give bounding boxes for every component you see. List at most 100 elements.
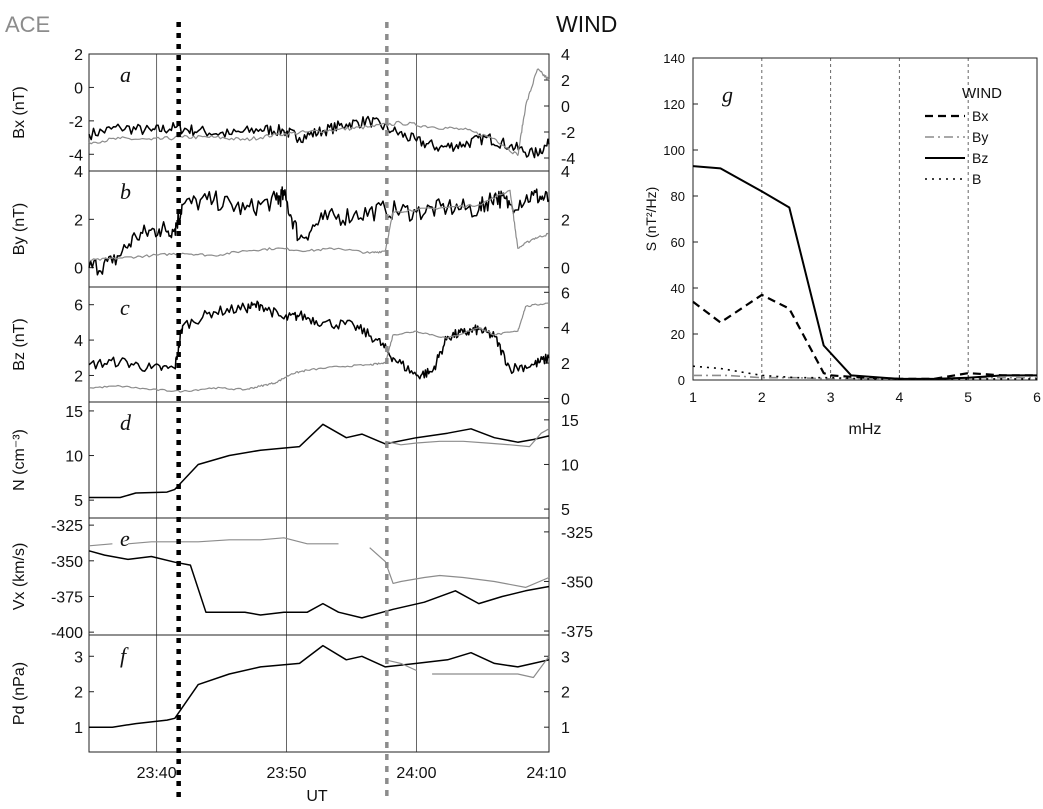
ytick-label: 10 <box>65 449 83 466</box>
panel-f: 3 2 1 3 2 1 Pd (nPa) f <box>11 634 570 753</box>
legend-label: Bz <box>972 150 988 166</box>
ytick-label: 1 <box>74 720 83 737</box>
panel-letter: a <box>120 62 131 87</box>
wind-title: WIND <box>556 11 617 37</box>
ytick-label: -325 <box>51 518 83 535</box>
legend-label: By <box>972 129 988 145</box>
ytick-label: 0 <box>74 261 83 278</box>
panel-letter: b <box>120 179 131 204</box>
ytick-label-right: 10 <box>561 457 579 474</box>
y-axis-label: N (cm⁻³) <box>11 429 28 491</box>
series-line-wind <box>89 644 550 728</box>
spectrum-frame <box>692 57 1038 381</box>
panel-frame <box>88 401 550 519</box>
ytick-label-right: 2 <box>561 212 570 229</box>
ytick-label: 4 <box>74 164 83 181</box>
ytick-label: -2 <box>69 114 83 131</box>
panel-e: -325 -350 -375 -400 -325 -350 -375 Vx (km/s) e <box>11 517 593 642</box>
xtick-label: 1 <box>689 389 697 405</box>
x-tick-label: 23:40 <box>137 765 177 782</box>
panel-a: 2 0 -2 -4 4 2 0 -2 -4 Bx (nT) a <box>11 47 575 172</box>
ytick-label: -4 <box>69 147 83 164</box>
series-line-bx <box>692 293 1037 380</box>
y-axis-label: Bx (nT) <box>11 86 28 138</box>
ytick-label-right: 1 <box>561 720 570 737</box>
x-axis-label: UT <box>306 788 328 805</box>
series-line-b <box>692 365 1037 380</box>
ytick-label-right: -2 <box>561 125 575 142</box>
y-axis-label: By (nT) <box>11 203 28 255</box>
ytick-label: 0 <box>74 80 83 97</box>
panel-letter: d <box>120 410 132 435</box>
ytick-label-right: 2 <box>561 356 570 373</box>
ytick-label-right: 15 <box>561 413 579 430</box>
series-line-ace <box>88 189 550 262</box>
ytick-label-right: -325 <box>561 525 593 542</box>
ytick-label-right: 0 <box>561 261 570 278</box>
panel-frame <box>88 634 550 753</box>
ytick-label: 3 <box>74 649 83 666</box>
ytick-label: -350 <box>51 554 83 571</box>
ace-title: ACE <box>5 12 50 37</box>
panel-letter: c <box>120 295 130 320</box>
ytick-label: 40 <box>671 281 685 296</box>
ytick-label: 140 <box>663 51 685 66</box>
ytick-label-right: 2 <box>561 685 570 702</box>
x-tick-label: 23:50 <box>266 765 306 782</box>
series-line-bz <box>692 165 1037 380</box>
x-tick-label: 24:10 <box>526 765 566 782</box>
xtick-label: 5 <box>964 389 972 405</box>
ytick-label-right: 4 <box>561 47 570 64</box>
y-axis-label: S (nT²/Hz) <box>643 187 659 252</box>
ytick-label: 60 <box>671 235 685 250</box>
ytick-label-right: 0 <box>561 391 570 408</box>
panel-d: 15 10 5 15 10 5 N (cm⁻³) d <box>11 401 579 519</box>
ytick-label: 6 <box>74 298 83 315</box>
ytick-label: -400 <box>51 625 83 642</box>
series-line-wind <box>88 300 550 380</box>
series-line-wind <box>88 550 550 619</box>
panel-b: 4 2 0 4 2 0 By (nT) b <box>11 164 570 288</box>
ytick-label-right: -375 <box>561 624 593 641</box>
y-axis-label: Vx (km/s) <box>11 543 28 611</box>
panel-c: 6 4 2 6 4 2 0 Bz (nT) c <box>11 285 570 408</box>
panel-frame <box>88 170 550 288</box>
ytick-label-right: 5 <box>561 502 570 519</box>
series-line-ace <box>385 428 550 448</box>
ytick-label: 100 <box>663 143 685 158</box>
ytick-label-right: 2 <box>561 73 570 90</box>
series-line-ace <box>88 537 550 588</box>
ytick-label-right: 6 <box>561 285 570 302</box>
series-line-wind <box>88 186 550 276</box>
ytick-label: 80 <box>671 189 685 204</box>
x-tick-label: 24:00 <box>396 765 436 782</box>
legend-label: B <box>972 171 981 187</box>
panel-frame <box>88 53 550 172</box>
panel-letter: e <box>120 526 130 551</box>
panel-letter: f <box>120 643 129 668</box>
ytick-label-right: 4 <box>561 321 570 338</box>
legend-title: WIND <box>962 85 1002 102</box>
xtick-label: 2 <box>758 389 766 405</box>
ytick-label: 4 <box>74 333 83 350</box>
series-line-ace <box>385 655 550 679</box>
y-axis-label: Bz (nT) <box>11 318 28 370</box>
xtick-label: 6 <box>1033 389 1041 405</box>
ytick-label: 15 <box>65 404 83 421</box>
legend: WIND Bx By Bz B <box>925 85 1002 187</box>
ytick-label-right: -350 <box>561 574 593 591</box>
ytick-label: -375 <box>51 589 83 606</box>
series-line-ace <box>88 302 550 393</box>
ytick-label: 2 <box>74 368 83 385</box>
ytick-label-right: 0 <box>561 99 570 116</box>
ytick-label: 2 <box>74 212 83 229</box>
ytick-label: 2 <box>74 685 83 702</box>
xtick-label: 3 <box>827 389 835 405</box>
y-axis-label: Pd (nPa) <box>11 662 28 725</box>
ytick-label: 0 <box>678 373 685 388</box>
panel-frame <box>88 517 550 636</box>
ytick-label-right: 4 <box>561 164 570 181</box>
ytick-label: 120 <box>663 97 685 112</box>
